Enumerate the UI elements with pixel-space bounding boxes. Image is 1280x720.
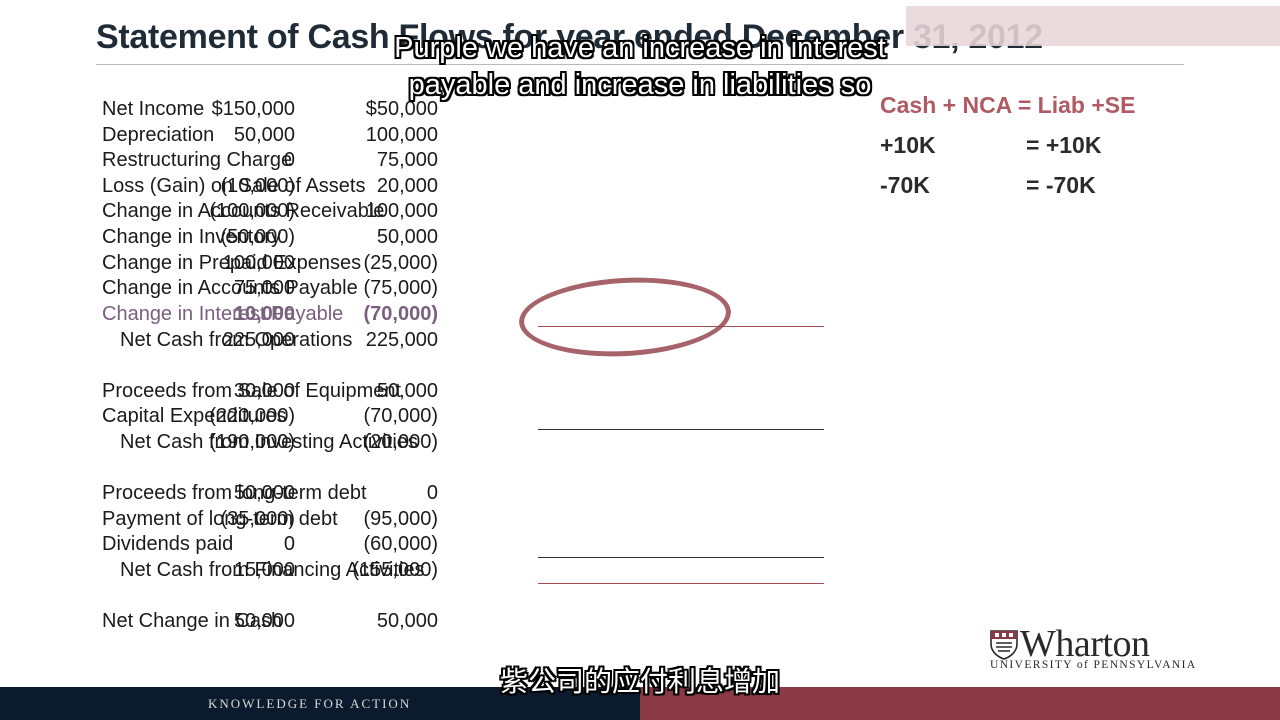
row-label: Proceeds from long-term debt: [102, 482, 367, 504]
row-label: Net Cash from Investing Activities: [120, 431, 418, 453]
row-label: Restructuring Charge: [102, 149, 293, 171]
equation-header: Cash + NCA = Liab +SE: [880, 92, 1136, 118]
equation-row2-left: -70K: [880, 172, 930, 198]
subtotal-rule: [538, 429, 824, 430]
statement-row-restructuring: Restructuring Charge 0 75,000: [0, 149, 900, 174]
row-label: Dividends paid: [102, 533, 234, 555]
title-highlight-bar: [906, 6, 1280, 46]
row-value-col1: (10,000): [220, 175, 296, 197]
equation-row1-right: = +10K: [1026, 132, 1102, 158]
row-value-col2: 225,000: [365, 329, 438, 351]
footer-bar-right: [640, 687, 1280, 720]
row-value-col1: 50,000: [233, 482, 295, 504]
statement-row-payment-debt: Payment of long-term debt (35,000) (95,0…: [0, 508, 900, 533]
row-value-col1: $150,000: [211, 98, 295, 120]
row-value-col2: 50,000: [376, 610, 438, 632]
row-label: Net Cash from Operations: [120, 329, 353, 351]
statement-row-accounts-payable: Change in Accounts Payable 75,000 (75,00…: [0, 277, 900, 302]
subtitle-chinese: 紫公司的应付利息增加: [499, 666, 780, 697]
logo-wordmark: Wharton: [1020, 623, 1150, 665]
subtotal-rule: [538, 326, 824, 327]
row-value-col1: (100,000): [209, 200, 295, 222]
row-value-col2: (70,000): [363, 303, 439, 325]
row-value-col1: (35,000): [220, 508, 296, 530]
row-value-col2: 50,000: [376, 380, 438, 402]
row-label: Change in Prepaid Expenses: [102, 252, 362, 274]
row-value-col2: (95,000): [363, 508, 439, 530]
row-label: Payment of long-term debt: [102, 508, 338, 530]
row-value-col2: 50,000: [376, 226, 438, 248]
statement-row-loss-gain: Loss (Gain) on Sale of Assets (10,000) 2…: [0, 175, 900, 200]
row-value-col1: 30,000: [233, 380, 295, 402]
statement-row-net-cash-investing: Net Cash from Investing Activities (190,…: [0, 431, 900, 456]
statement-row-net-cash-operations: Net Cash from Operations 225,000 225,000: [0, 329, 900, 354]
row-value-col2: (20,000): [363, 431, 439, 453]
row-value-col2: (25,000): [363, 252, 439, 274]
row-value-col2: $50,000: [365, 98, 438, 120]
row-value-col1: (220,000): [209, 405, 295, 427]
row-value-col1: 0: [283, 533, 295, 555]
row-value-col1: 50,000: [233, 610, 295, 632]
row-label: Change in Interest Payable: [102, 303, 344, 325]
row-label: Change in Inventory: [102, 226, 282, 248]
row-value-col2: 100,000: [365, 200, 438, 222]
row-value-col1: (190,000): [209, 431, 295, 453]
logo-subtext: UNIVERSITY of PENNSYLVANIA: [990, 659, 1197, 671]
statement-row-proceeds-equipment: Proceeds from Sale of Equipment 30,000 5…: [0, 380, 900, 405]
subtitle-line-1: Purple we have an increase in interest: [394, 32, 886, 64]
statement-row-accounts-receivable: Change in Accounts Receivable (100,000) …: [0, 200, 900, 225]
footer-tagline: KNOWLEDGE FOR ACTION: [208, 696, 412, 711]
row-label: Net Cash from Financing Activities: [120, 559, 425, 581]
row-value-col1: 100,000: [222, 252, 295, 274]
row-value-col1: 225,000: [222, 329, 295, 351]
row-value-col2: 100,000: [365, 124, 438, 146]
total-rule: [538, 583, 824, 584]
row-value-col2: 75,000: [376, 149, 438, 171]
row-value-col1: 15,000: [233, 559, 295, 581]
wharton-logo: Wharton UNIVERSITY of PENNSYLVANIA: [988, 623, 1198, 674]
title-divider: [96, 64, 1184, 65]
row-value-col2: 0: [426, 482, 438, 504]
statement-row-depreciation: Depreciation 50,000 100,000: [0, 124, 900, 149]
row-label: Net Change in Cash: [102, 610, 283, 632]
shield-icon: [990, 630, 1018, 660]
row-value-col1: 10,000: [233, 303, 295, 325]
footer-bar-left: KNOWLEDGE FOR ACTION: [0, 687, 640, 720]
row-value-col2: (60,000): [363, 533, 439, 555]
row-value-col2: (75,000): [363, 277, 439, 299]
row-value-col1: 0: [283, 149, 295, 171]
equation-row1-left: +10K: [880, 132, 936, 158]
statement-row-net-change-cash: Net Change in Cash 50,000 50,000: [0, 610, 900, 635]
row-value-col1: 75,000: [233, 277, 295, 299]
subtotal-rule: [538, 557, 824, 558]
statement-row-net-cash-financing: Net Cash from Financing Activities 15,00…: [0, 559, 900, 584]
row-value-col1: (50,000): [220, 226, 296, 248]
statement-row-interest-payable: Change in Interest Payable 10,000 (70,00…: [0, 303, 900, 328]
row-label: Net Income: [102, 98, 205, 120]
row-value-col1: 50,000: [233, 124, 295, 146]
row-label: Depreciation: [102, 124, 215, 146]
row-label: Capital Expenditures: [102, 405, 287, 427]
row-label: Change in Accounts Payable: [102, 277, 358, 299]
row-value-col2: (70,000): [363, 405, 439, 427]
statement-row-inventory: Change in Inventory (50,000) 50,000: [0, 226, 900, 251]
row-value-col2: 20,000: [376, 175, 438, 197]
statement-row-proceeds-debt: Proceeds from long-term debt 50,000 0: [0, 482, 900, 507]
subtitle-line-2: payable and increase in liabilities so: [408, 69, 872, 101]
statement-row-dividends: Dividends paid 0 (60,000): [0, 533, 900, 558]
equation-row2-right: = -70K: [1026, 172, 1096, 198]
statement-row-net-income: Net Income $150,000 $50,000: [0, 98, 900, 123]
row-label: Change in Accounts Receivable: [102, 200, 385, 222]
row-value-col2: (155,000): [352, 559, 438, 581]
row-label: Proceeds from Sale of Equipment: [102, 380, 402, 402]
row-label: Loss (Gain) on Sale of Assets: [102, 175, 366, 197]
statement-row-prepaid: Change in Prepaid Expenses 100,000 (25,0…: [0, 252, 900, 277]
statement-row-capex: Capital Expenditures (220,000) (70,000): [0, 405, 900, 430]
slide-title: Statement of Cash Flows for year ended D…: [96, 18, 1043, 56]
